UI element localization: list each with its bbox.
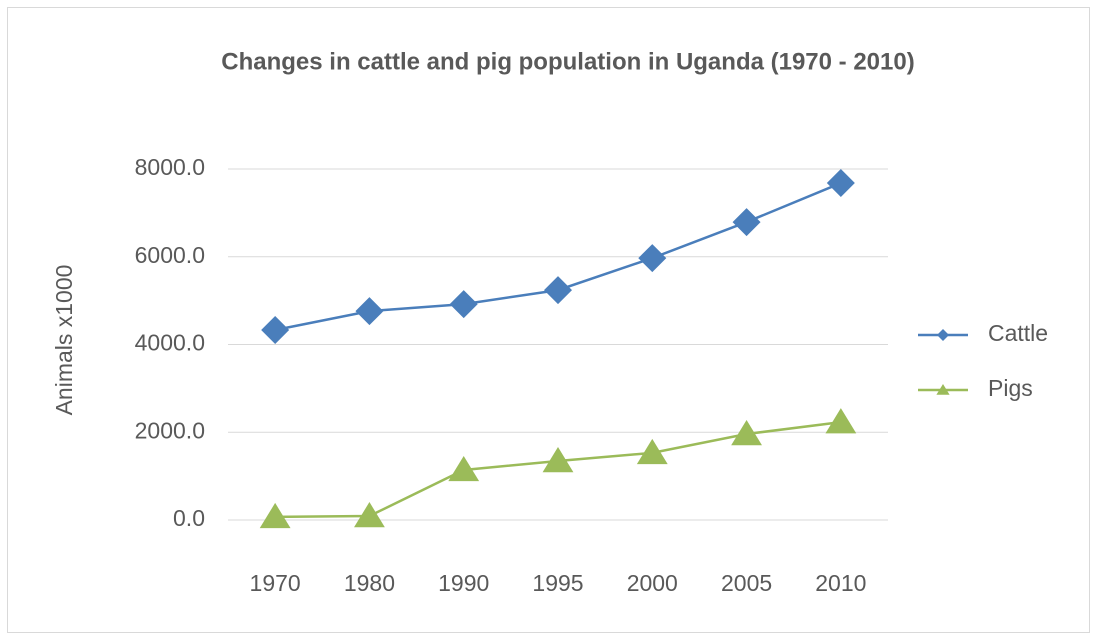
y-tick-label: 8000.0 [135, 154, 205, 180]
data-point [731, 420, 762, 446]
chart-title: Changes in cattle and pig population in … [221, 48, 914, 75]
y-tick-label: 0.0 [173, 505, 205, 531]
data-point [544, 276, 572, 305]
x-tick-label: 1995 [532, 570, 583, 596]
data-point [825, 408, 857, 434]
data-point [826, 169, 855, 198]
y-tick-label: 4000.0 [135, 330, 205, 356]
data-point [261, 316, 290, 345]
data-point [354, 502, 385, 528]
y-tick-label: 6000.0 [135, 242, 205, 268]
legend-label: Pigs [988, 375, 1033, 401]
x-tick-label: 1970 [250, 570, 301, 596]
legend-label: Cattle [988, 320, 1048, 346]
data-point [355, 297, 384, 326]
data-point [636, 438, 668, 465]
data-point [542, 446, 574, 473]
data-point [449, 290, 478, 319]
x-tick-label: 2000 [627, 570, 678, 596]
y-tick-label: 2000.0 [135, 417, 205, 443]
legend-marker [936, 384, 950, 395]
data-point [732, 208, 761, 237]
data-point [259, 502, 291, 529]
legend-marker [937, 329, 949, 341]
y-axis-label: Animals x1000 [51, 265, 77, 416]
chart-border [7, 7, 1090, 633]
data-point [448, 455, 480, 482]
data-point [638, 244, 667, 273]
x-tick-label: 2010 [815, 570, 866, 596]
x-tick-label: 2005 [721, 570, 772, 596]
x-tick-label: 1980 [344, 570, 395, 596]
x-tick-label: 1990 [438, 570, 489, 596]
